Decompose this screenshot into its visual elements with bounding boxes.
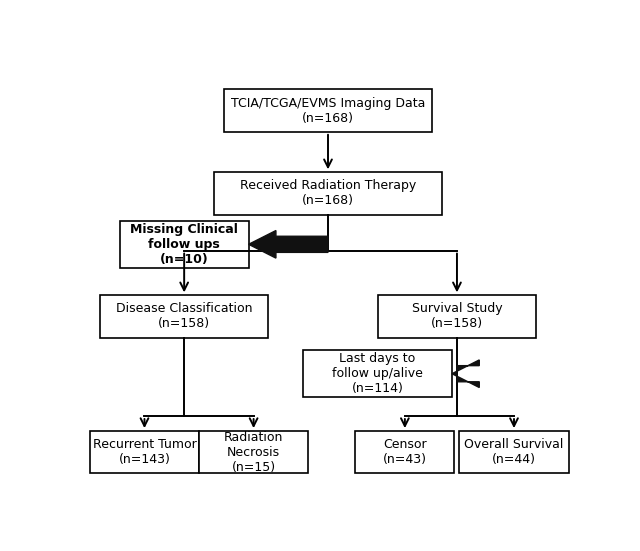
FancyBboxPatch shape	[224, 89, 432, 132]
FancyBboxPatch shape	[355, 431, 454, 473]
Text: Recurrent Tumor
(n=143): Recurrent Tumor (n=143)	[93, 438, 196, 466]
Text: Missing Clinical
follow ups
(n=10): Missing Clinical follow ups (n=10)	[130, 223, 238, 266]
FancyBboxPatch shape	[100, 295, 269, 338]
FancyBboxPatch shape	[378, 295, 536, 338]
Text: TCIA/TCGA/EVMS Imaging Data
(n=168): TCIA/TCGA/EVMS Imaging Data (n=168)	[231, 96, 425, 125]
Text: Survival Study
(n=158): Survival Study (n=158)	[412, 302, 502, 331]
Text: Overall Survival
(n=44): Overall Survival (n=44)	[464, 438, 564, 466]
Polygon shape	[248, 230, 328, 258]
FancyBboxPatch shape	[199, 431, 308, 473]
Text: Censor
(n=43): Censor (n=43)	[383, 438, 427, 466]
FancyBboxPatch shape	[460, 431, 568, 473]
Text: Received Radiation Therapy
(n=168): Received Radiation Therapy (n=168)	[240, 180, 416, 207]
Text: Radiation
Necrosis
(n=15): Radiation Necrosis (n=15)	[224, 431, 284, 474]
Text: Disease Classification
(n=158): Disease Classification (n=158)	[116, 302, 252, 331]
FancyBboxPatch shape	[214, 172, 442, 215]
FancyBboxPatch shape	[90, 431, 199, 473]
Text: Last days to
follow up/alive
(n=114): Last days to follow up/alive (n=114)	[332, 352, 423, 395]
FancyBboxPatch shape	[120, 221, 248, 268]
FancyBboxPatch shape	[303, 350, 452, 397]
Polygon shape	[452, 360, 479, 387]
